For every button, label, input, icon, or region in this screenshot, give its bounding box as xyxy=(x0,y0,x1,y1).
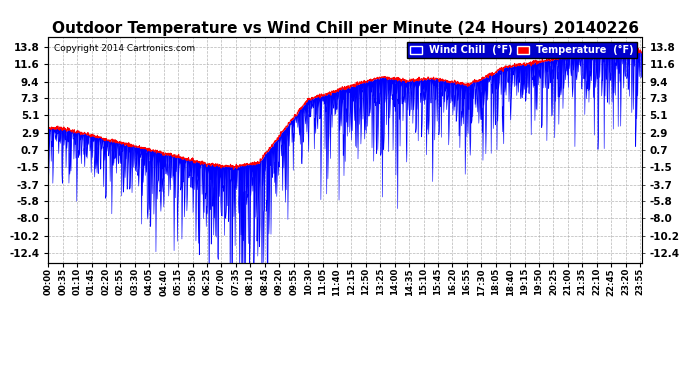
Text: Copyright 2014 Cartronics.com: Copyright 2014 Cartronics.com xyxy=(55,44,195,53)
Legend: Wind Chill  (°F), Temperature  (°F): Wind Chill (°F), Temperature (°F) xyxy=(407,42,637,58)
Title: Outdoor Temperature vs Wind Chill per Minute (24 Hours) 20140226: Outdoor Temperature vs Wind Chill per Mi… xyxy=(52,21,638,36)
